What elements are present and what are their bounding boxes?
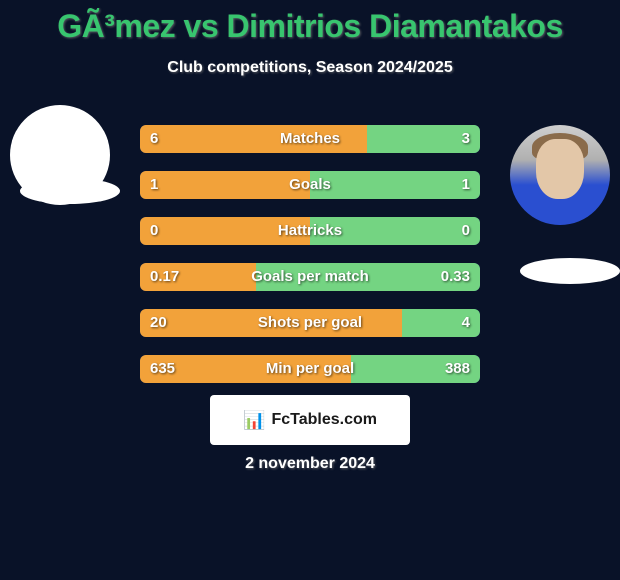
stat-value-right: 388 xyxy=(445,355,470,383)
stat-row: Shots per goal20 4 xyxy=(140,309,480,337)
stat-value-left: 0 xyxy=(150,217,158,245)
stat-label: Hattricks xyxy=(140,217,480,245)
stat-value-left: 6 xyxy=(150,125,158,153)
stat-label: Min per goal xyxy=(140,355,480,383)
stat-value-right: 0 xyxy=(462,217,470,245)
stat-value-right: 3 xyxy=(462,125,470,153)
branding-badge: 📊 FcTables.com xyxy=(210,395,410,445)
stat-row: Hattricks0 0 xyxy=(140,217,480,245)
chart-icon: 📊 xyxy=(243,411,265,429)
stat-row: Matches6 3 xyxy=(140,125,480,153)
branding-text: FcTables.com xyxy=(271,411,377,429)
page-subtitle: Club competitions, Season 2024/2025 xyxy=(0,59,620,77)
stat-value-left: 0.17 xyxy=(150,263,179,291)
stat-label: Goals xyxy=(140,171,480,199)
player-right-shadow xyxy=(520,258,620,284)
stat-row: Goals per match0.17 0.33 xyxy=(140,263,480,291)
stat-label: Matches xyxy=(140,125,480,153)
stat-value-left: 1 xyxy=(150,171,158,199)
player-right-avatar xyxy=(510,125,610,225)
stat-label: Shots per goal xyxy=(140,309,480,337)
stat-value-right: 1 xyxy=(462,171,470,199)
stat-value-right: 0.33 xyxy=(441,263,470,291)
page-title: GÃ³mez vs Dimitrios Diamantakos xyxy=(0,0,620,45)
stat-label: Goals per match xyxy=(140,263,480,291)
comparison-bars: Matches6 3 Goals1 1 Hattricks0 0 Goals per mat… xyxy=(140,125,480,401)
stat-row: Min per goal635 388 xyxy=(140,355,480,383)
comparison-card: GÃ³mez vs Dimitrios Diamantakos Club com… xyxy=(0,0,620,580)
stat-value-left: 635 xyxy=(150,355,175,383)
footer-date: 2 november 2024 xyxy=(0,455,620,473)
stat-value-right: 4 xyxy=(462,309,470,337)
player-left-shadow xyxy=(20,178,120,204)
stat-value-left: 20 xyxy=(150,309,167,337)
stat-row: Goals1 1 xyxy=(140,171,480,199)
